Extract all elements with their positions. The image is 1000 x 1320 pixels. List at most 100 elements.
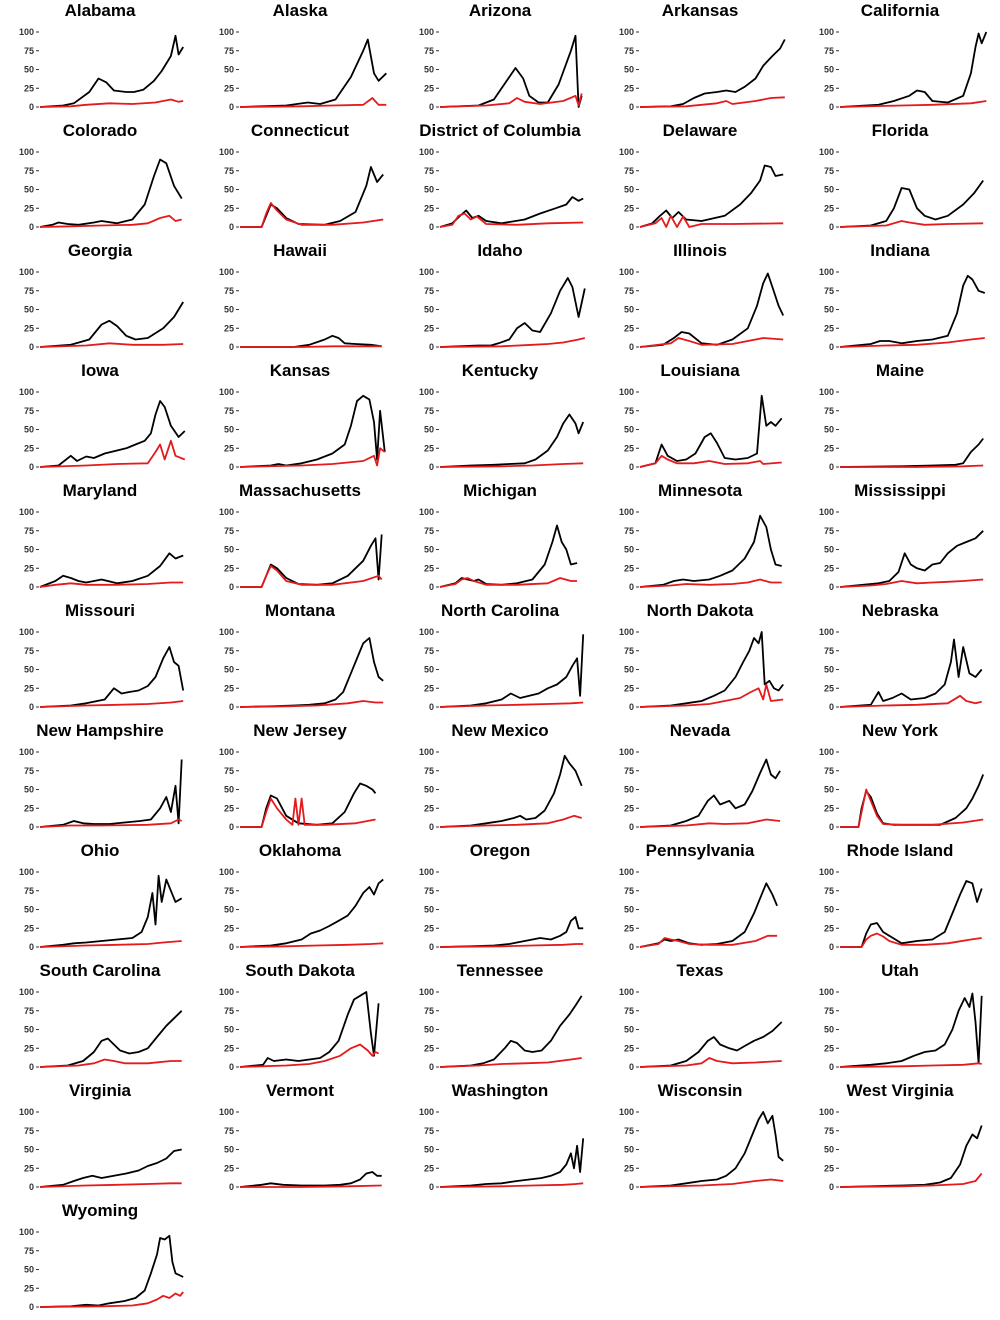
y-tick-label: 75: [224, 766, 234, 776]
series-line-red: [439, 1057, 582, 1068]
panel-title: New York: [862, 721, 938, 740]
series-line-red: [39, 581, 184, 588]
panel-plot: 0 25 50 75 100: [219, 987, 380, 1072]
y-tick-label: 0: [29, 582, 34, 592]
panel-title: Colorado: [62, 121, 138, 140]
series-line-black: [240, 334, 382, 348]
series-line-red: [439, 943, 584, 948]
series-line-black: [839, 1125, 983, 1188]
y-tick-label: 25: [224, 803, 234, 813]
series-line-black: [39, 158, 183, 228]
y-tick-label: 0: [429, 1182, 434, 1192]
y-tick-label: 100: [419, 747, 434, 757]
y-tick-label: 25: [424, 203, 434, 213]
series-line-black: [39, 1148, 182, 1188]
panel-plot: 0 25 50 75 100: [819, 387, 984, 472]
y-tick-label: 75: [824, 1126, 834, 1136]
state-panel: Oregon 0 25 50 75 100: [400, 840, 600, 960]
y-tick-label: 0: [829, 342, 834, 352]
y-tick-label: 100: [819, 387, 834, 397]
panel-plot: 0 25 50 75 100: [219, 1107, 382, 1192]
y-tick-label: 50: [24, 905, 34, 915]
series-line-red: [639, 1178, 784, 1188]
panel-plot: 0 25 50 75 100: [819, 147, 984, 232]
panel-plot: 0 25 50 75 100: [619, 267, 785, 352]
series-line-black: [639, 631, 784, 708]
state-panel: Missouri 0 25 50 75 100: [0, 600, 200, 720]
y-tick-label: 0: [829, 222, 834, 232]
series-line-black: [439, 413, 585, 468]
y-tick-label: 50: [24, 1145, 34, 1155]
state-panel: Mississippi 0 25 50 75 100: [800, 480, 1000, 600]
state-panel: Massachusetts 0 25 50 75 100: [200, 480, 400, 600]
y-tick-label: 0: [629, 942, 634, 952]
y-tick-label: 75: [624, 1126, 634, 1136]
series-line-black: [839, 638, 983, 708]
panel-plot: 0 25 50 75 100: [819, 987, 983, 1072]
y-tick-label: 25: [24, 683, 34, 693]
y-tick-label: 0: [29, 1062, 34, 1072]
y-tick-label: 25: [224, 1163, 234, 1173]
state-panel: West Virginia 0 25 50 75 100: [800, 1080, 1000, 1200]
y-tick-label: 25: [24, 83, 34, 93]
y-tick-label: 25: [624, 1043, 634, 1053]
panel-title: Montana: [265, 601, 335, 620]
y-tick-label: 0: [629, 102, 634, 112]
panel-title: Tennessee: [456, 961, 544, 980]
series-line-black: [639, 1021, 783, 1068]
series-line-red: [239, 942, 384, 948]
panel-plot: 0 25 50 75 100: [19, 267, 184, 352]
y-tick-label: 75: [24, 646, 34, 656]
y-tick-label: 50: [224, 545, 234, 555]
panel-title: North Carolina: [440, 601, 560, 620]
series-line-black: [439, 34, 583, 108]
series-line-black: [239, 991, 380, 1068]
panel-plot: 0 25 50 75 100: [219, 147, 384, 232]
y-tick-label: 100: [419, 147, 434, 157]
y-tick-label: 75: [424, 646, 434, 656]
y-tick-label: 50: [824, 185, 834, 195]
y-tick-label: 0: [429, 822, 434, 832]
y-tick-label: 25: [424, 443, 434, 453]
state-panel: Virginia 0 25 50 75 100: [0, 1080, 200, 1200]
y-tick-label: 50: [824, 65, 834, 75]
panel-title: Maryland: [62, 481, 138, 500]
panel-title: District of Columbia: [419, 121, 581, 140]
y-tick-label: 75: [424, 166, 434, 176]
series-line-red: [240, 345, 382, 348]
state-panel: Delaware 0 25 50 75 100: [600, 120, 800, 240]
panel-title: Mississippi: [854, 481, 946, 500]
state-panel: Indiana 0 25 50 75 100: [800, 240, 1000, 360]
y-tick-label: 50: [24, 185, 34, 195]
y-tick-label: 50: [424, 305, 434, 315]
y-tick-label: 0: [629, 702, 634, 712]
panel-title: Illinois: [673, 241, 727, 260]
state-panel: Alabama 0 25 50 75 100: [0, 0, 200, 120]
series-line-black: [840, 774, 985, 828]
y-tick-label: 50: [24, 665, 34, 675]
series-line-black: [839, 179, 984, 228]
y-tick-label: 100: [619, 1107, 634, 1117]
state-panel: Arizona 0 25 50 75 100: [400, 0, 600, 120]
y-tick-label: 100: [219, 267, 234, 277]
y-tick-label: 50: [24, 305, 34, 315]
y-tick-label: 75: [24, 886, 34, 896]
series-line-black: [39, 1010, 183, 1068]
series-line-black: [39, 1234, 184, 1308]
y-tick-label: 100: [219, 987, 234, 997]
y-tick-label: 100: [19, 147, 34, 157]
panel-title: Missouri: [65, 601, 135, 620]
panel-plot: 0 25 50 75 100: [419, 987, 583, 1072]
y-tick-label: 0: [229, 1062, 234, 1072]
state-panel: Vermont 0 25 50 75 100: [200, 1080, 400, 1200]
state-panel: Nevada 0 25 50 75 100: [600, 720, 800, 840]
panel-plot: 0 25 50 75 100: [19, 147, 183, 232]
panel-title: Pennsylvania: [645, 841, 755, 860]
y-tick-label: 100: [819, 987, 834, 997]
y-tick-label: 75: [224, 526, 234, 536]
panel-title: Georgia: [67, 241, 133, 260]
y-tick-label: 100: [219, 867, 234, 877]
state-panel: Minnesota 0 25 50 75 100: [600, 480, 800, 600]
series-line-red: [839, 578, 984, 588]
y-tick-label: 50: [624, 785, 634, 795]
